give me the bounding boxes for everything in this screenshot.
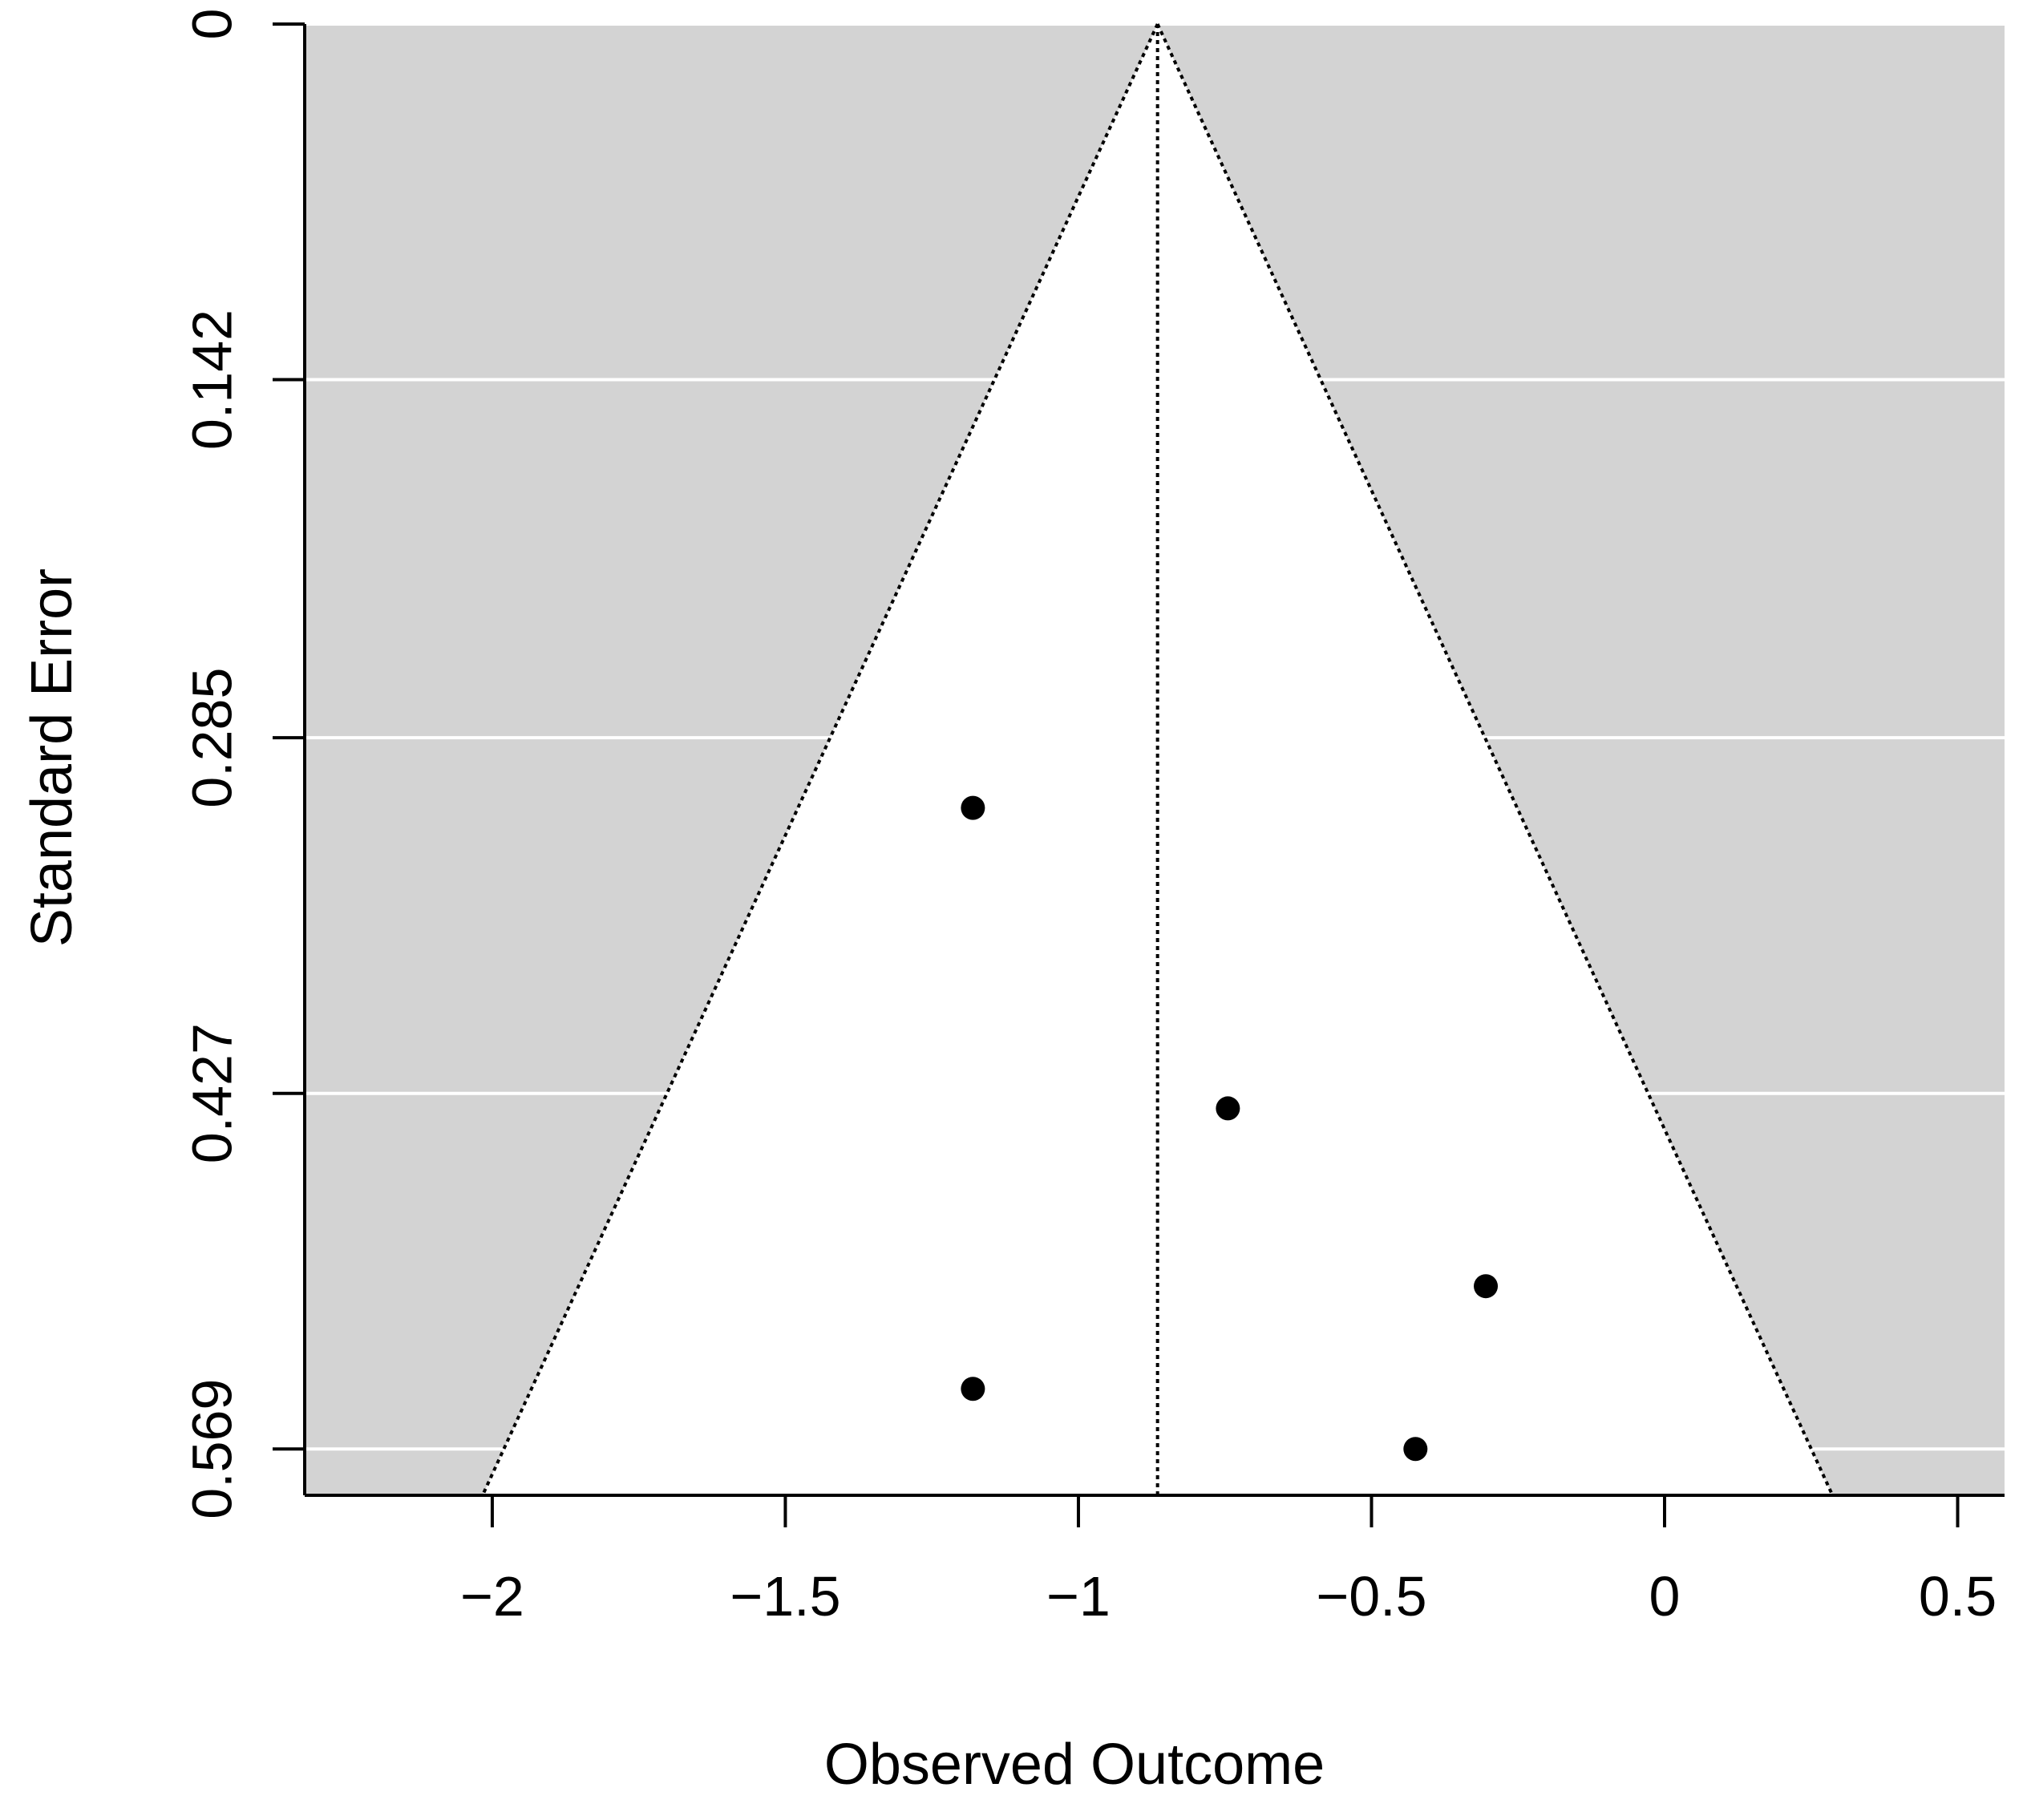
x-axis-title: Observed Outcome	[824, 1733, 1325, 1797]
funnel-right-edge	[1155, 23, 1835, 1496]
y-axis-ticks: 0 0.142 0.285 0.427 0.569	[180, 9, 305, 1519]
y-tick-label: 0.427	[180, 1023, 243, 1163]
y-tick-label: 0.285	[180, 668, 243, 808]
data-point	[1474, 1274, 1499, 1299]
x-tick-label: −0.5	[1316, 1565, 1426, 1628]
funnel-left-edge	[481, 23, 1159, 1496]
data-points	[961, 795, 1499, 1462]
data-point	[961, 1377, 985, 1401]
x-axis-ticks: −2 −1.5 −1 −0.5 0 0.5	[460, 1495, 1997, 1628]
funnel-region	[482, 24, 1833, 1495]
funnel-lines	[481, 23, 1835, 1496]
grid-lines	[305, 22, 2005, 1451]
x-tick-label: 0.5	[1919, 1565, 1997, 1628]
y-axis-title: Standard Error	[20, 568, 84, 947]
y-tick-label: 0.569	[180, 1379, 243, 1519]
y-tick-label: 0	[180, 9, 243, 40]
data-point	[1216, 1096, 1240, 1121]
data-point	[961, 795, 985, 820]
data-point	[1403, 1437, 1428, 1462]
x-tick-label: −1	[1046, 1565, 1111, 1628]
x-tick-label: −2	[460, 1565, 524, 1628]
axes	[303, 24, 2005, 1497]
x-tick-label: 0	[1649, 1565, 1681, 1628]
y-tick-label: 0.142	[180, 309, 243, 450]
x-tick-label: −1.5	[730, 1565, 840, 1628]
